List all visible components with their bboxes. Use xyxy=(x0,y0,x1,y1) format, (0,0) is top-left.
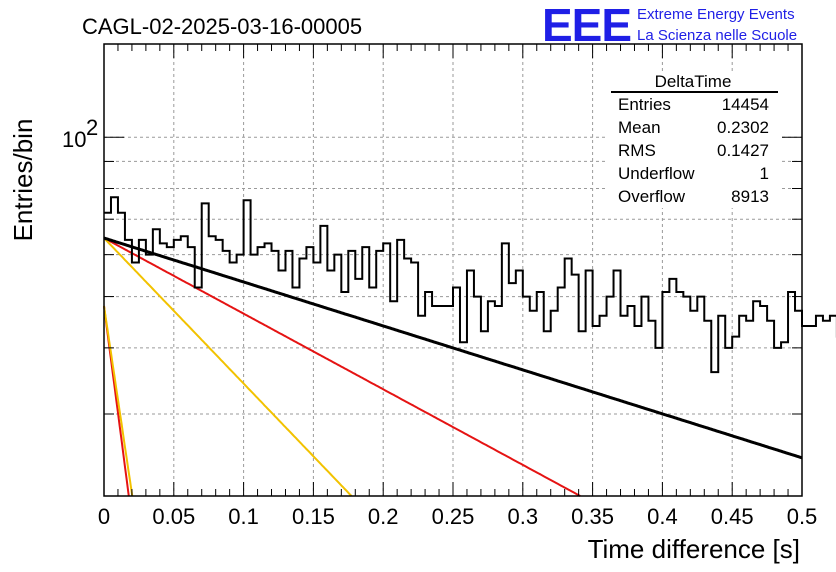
x-tick-label: 0.5 xyxy=(787,504,818,529)
fit-curve-5 xyxy=(103,305,134,497)
stats-label-overflow: Overflow xyxy=(618,187,686,206)
fit-curve-3 xyxy=(103,237,353,497)
y-tick-label: 10 xyxy=(62,127,86,152)
stats-value-underflow: 1 xyxy=(760,164,769,183)
stats-label-entries: Entries xyxy=(618,95,671,114)
x-tick-label: 0.3 xyxy=(508,504,539,529)
stats-label-rms: RMS xyxy=(618,141,656,160)
axis-ticks xyxy=(103,44,803,496)
x-tick-label: 0.25 xyxy=(432,504,475,529)
stats-box-background xyxy=(606,72,780,208)
stats-value-rms: 0.1427 xyxy=(717,141,769,160)
stats-box: DeltaTime Entries 14454 Mean 0.2302 RMS … xyxy=(606,72,780,208)
x-tick-label: 0.45 xyxy=(711,504,754,529)
x-tick-label: 0.35 xyxy=(571,504,614,529)
x-tick-label: 0.2 xyxy=(368,504,399,529)
x-tick-label: 0 xyxy=(98,504,110,529)
stats-value-overflow: 8913 xyxy=(731,187,769,206)
stats-box-name: DeltaTime xyxy=(655,72,732,91)
x-tick-label: 0.15 xyxy=(292,504,335,529)
fit-curves xyxy=(103,236,803,497)
fit-curve-1 xyxy=(103,236,803,460)
x-tick-label: 0.1 xyxy=(228,504,259,529)
fit-curve-2 xyxy=(103,237,581,497)
chart-title: CAGL-02-2025-03-16-00005 xyxy=(82,14,362,39)
stats-label-underflow: Underflow xyxy=(618,164,695,183)
stats-value-entries: 14454 xyxy=(722,95,769,114)
logo-line-2: La Scienza nelle Scuole xyxy=(637,27,797,44)
y-tick-exponent: 2 xyxy=(86,115,98,140)
x-tick-label: 0.05 xyxy=(152,504,195,529)
histogram xyxy=(104,196,836,374)
x-axis-title: Time difference [s] xyxy=(588,534,800,564)
stats-label-mean: Mean xyxy=(618,118,661,137)
x-tick-label: 0.4 xyxy=(647,504,678,529)
stats-value-mean: 0.2302 xyxy=(717,118,769,137)
y-axis-title: Entries/bin xyxy=(8,119,38,242)
logo-line-1: Extreme Energy Events xyxy=(637,6,795,23)
eee-logo: EEE xyxy=(542,0,631,51)
